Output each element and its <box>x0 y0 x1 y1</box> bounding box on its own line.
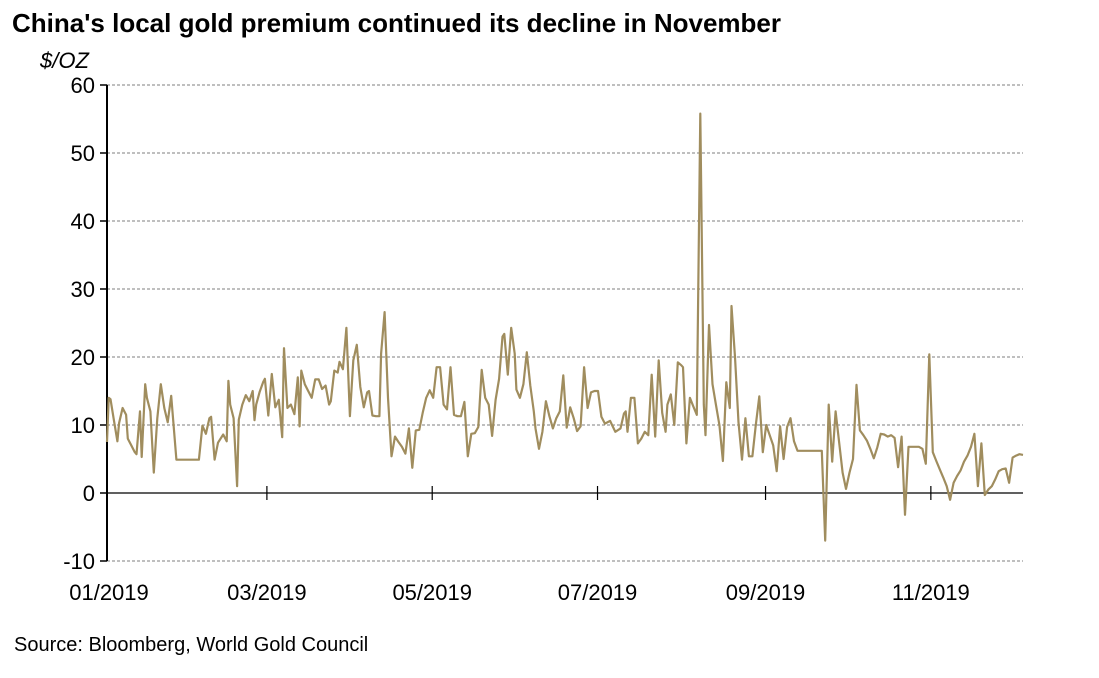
y-tick-label: 60 <box>71 73 95 98</box>
y-tick-label: 30 <box>71 277 95 302</box>
x-tick-label: 09/2019 <box>726 580 806 605</box>
x-tick-label: 03/2019 <box>227 580 307 605</box>
y-axis-unit-label: $/OZ <box>40 48 89 73</box>
y-tick-label: 0 <box>83 481 95 506</box>
x-tick-label: 01/2019 <box>69 580 149 605</box>
y-tick-label: 50 <box>71 141 95 166</box>
x-tick-label: 05/2019 <box>392 580 472 605</box>
chart-title: China's local gold premium continued its… <box>12 8 781 38</box>
x-tick-label: 07/2019 <box>558 580 638 605</box>
y-tick-label: -10 <box>63 549 95 574</box>
series-line-gold-premium <box>105 112 1024 542</box>
y-tick-label: 40 <box>71 209 95 234</box>
y-tick-label: 10 <box>71 413 95 438</box>
y-axis-ticks: -10 0 10 20 30 40 50 60 <box>63 73 107 574</box>
gridlines <box>107 84 1023 562</box>
source-note: Source: Bloomberg, World Gold Council <box>14 634 369 656</box>
y-tick-label: 20 <box>71 345 95 370</box>
x-tick-label: 11/2019 <box>892 580 970 605</box>
x-axis-ticks: 01/2019 03/2019 05/2019 07/2019 09/2019 11/20… <box>69 486 970 605</box>
